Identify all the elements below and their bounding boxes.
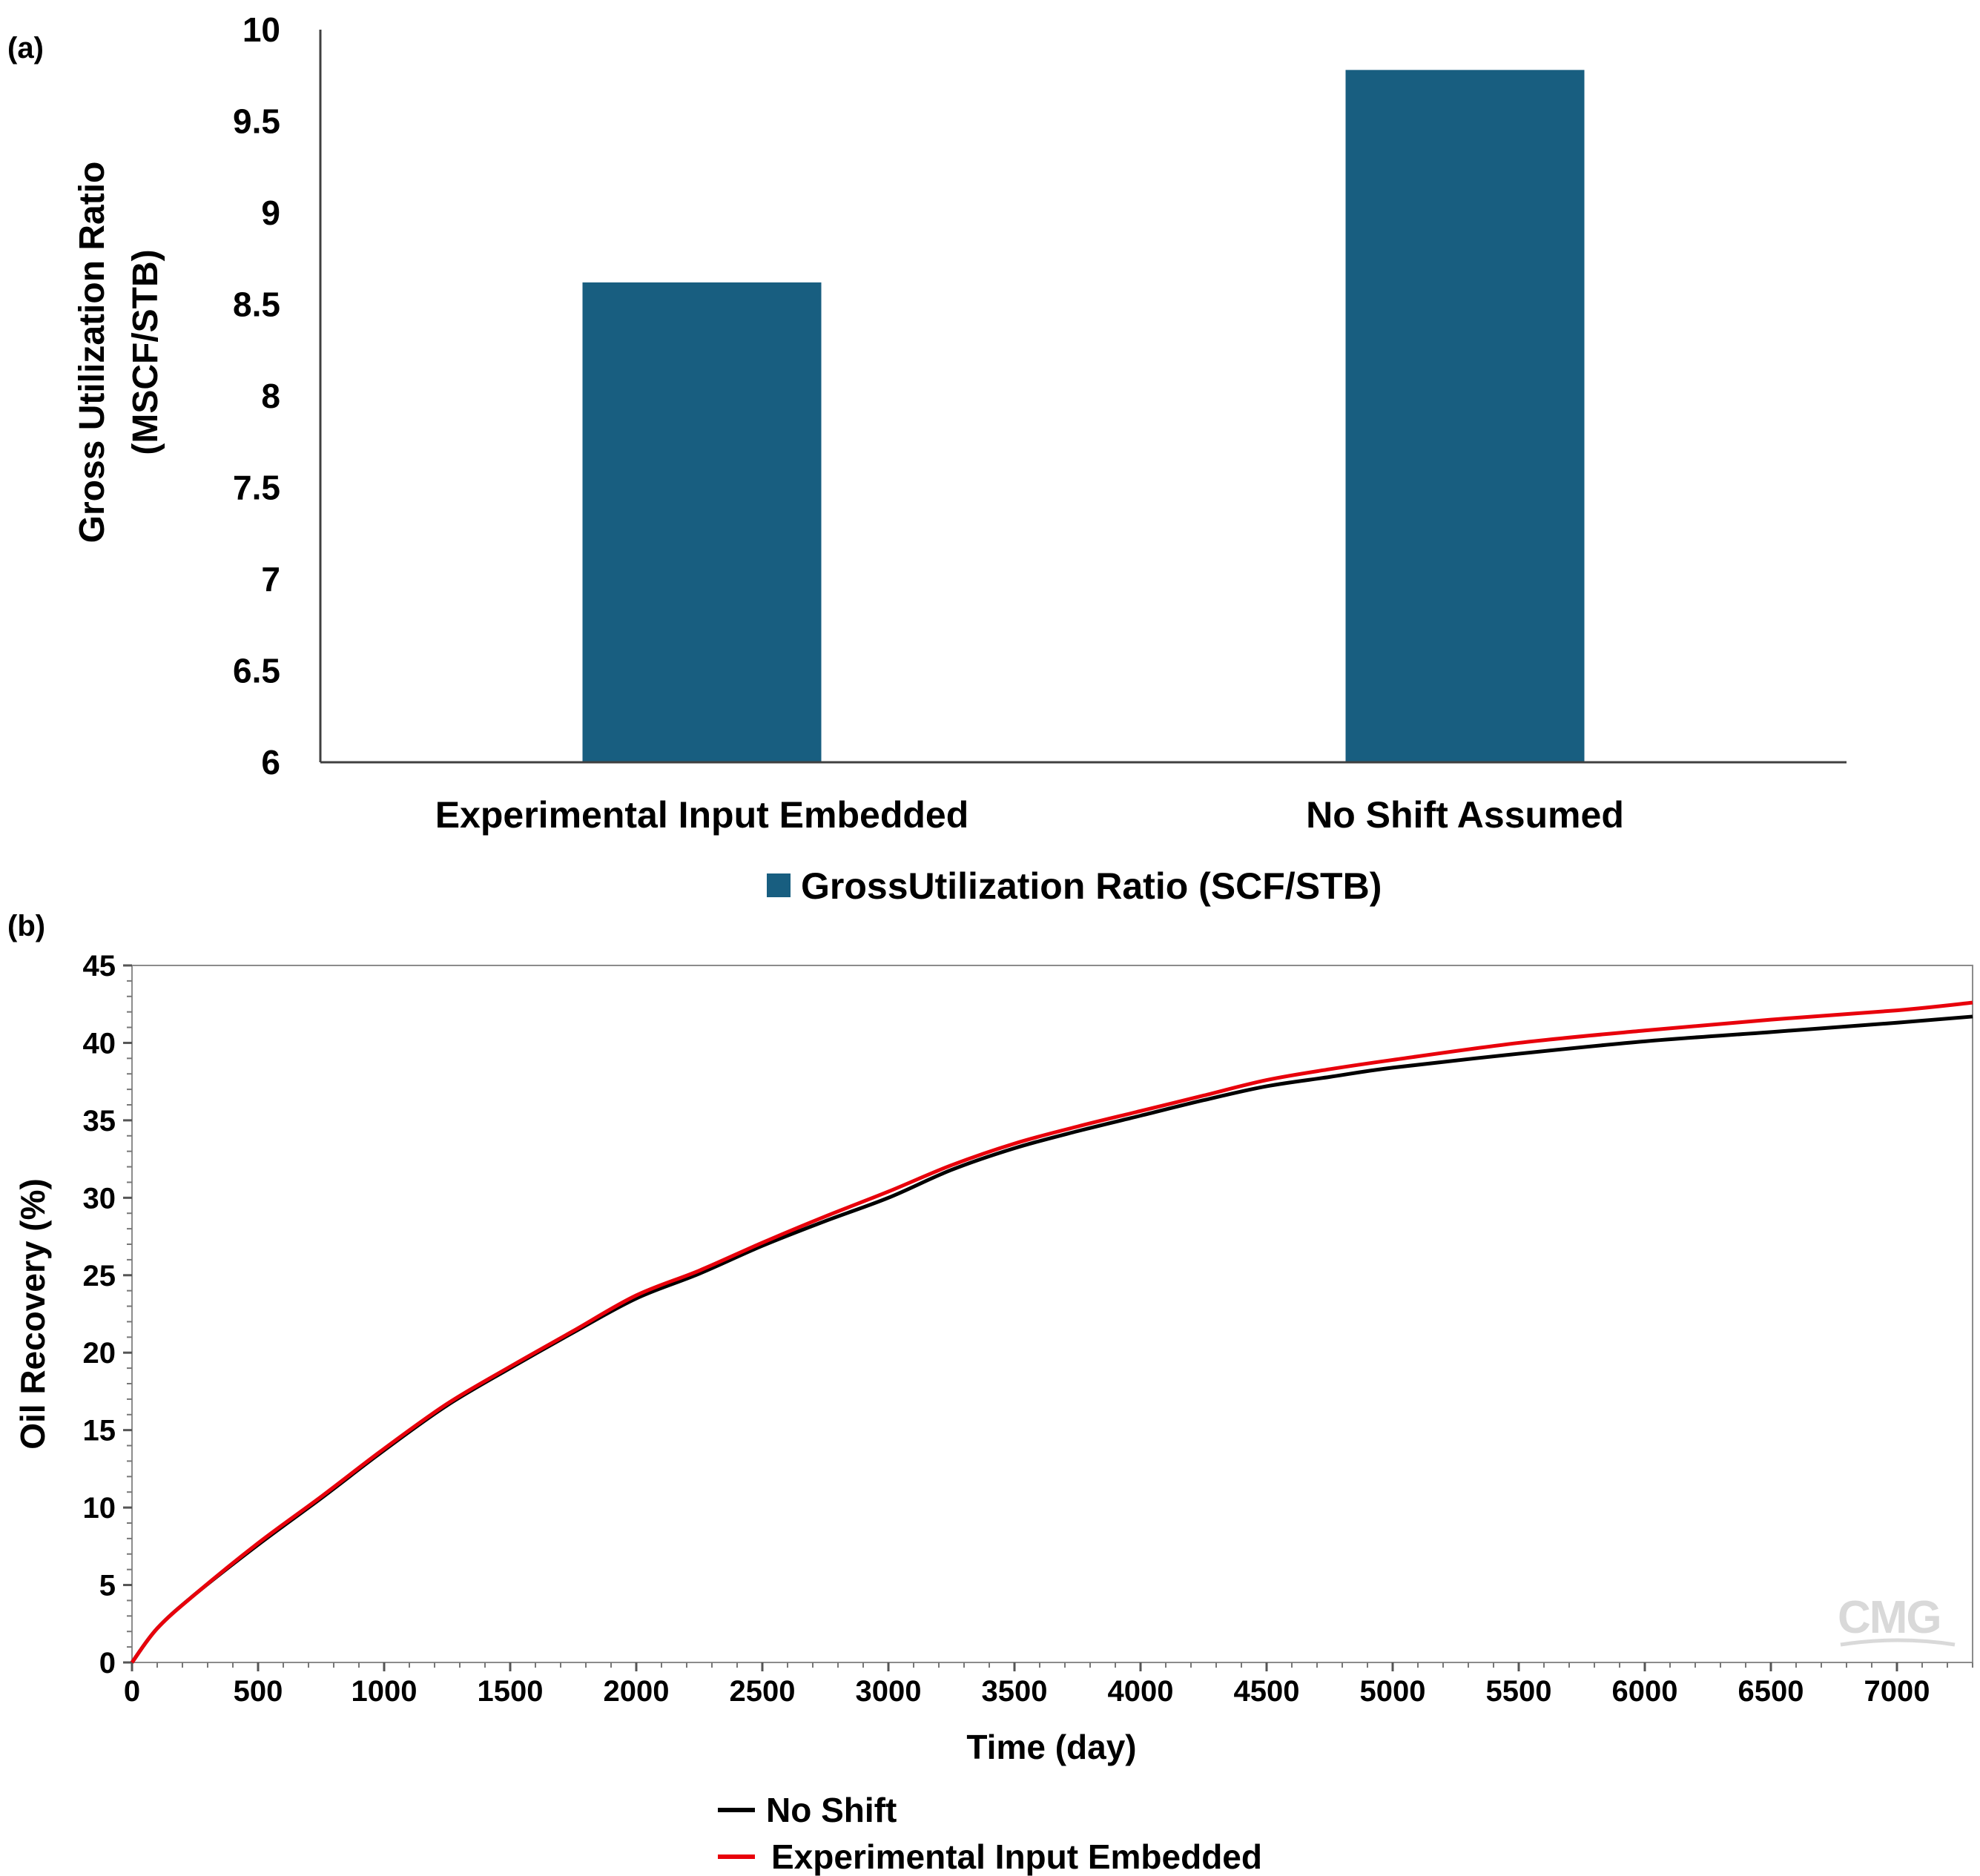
panel-b-y-tick-label: 30 (83, 1182, 116, 1215)
panel-b-y-tick-label: 35 (83, 1105, 116, 1137)
panel-b-x-tick-label: 0 (124, 1675, 140, 1708)
panel-b-y-tick-label: 20 (83, 1337, 116, 1370)
panel-a-bar (582, 282, 822, 762)
panel-a-category-label: No Shift Assumed (1306, 794, 1624, 836)
panel-a-bar-chart: (a) 6 6.5 7 7.5 8 8.5 9 9.5 10 Experimental Inpu… (7, 10, 1847, 907)
panel-b-line-chart: (b) 0 5 10 15 20 25 30 35 40 45 0 500 1000 1500 2000 2… (7, 910, 1973, 1876)
panel-b-y-ticks: 0 5 10 15 20 25 30 35 40 45 (83, 950, 132, 1680)
panel-b-y-tick-label: 0 (99, 1647, 116, 1680)
panel-b-x-tick-label: 2000 (604, 1675, 670, 1708)
panel-a-y-tick-label: 10 (242, 10, 280, 49)
panel-b-plot-frame (131, 965, 1973, 1663)
panel-b-x-tick-label: 6500 (1738, 1675, 1804, 1708)
panel-a-legend: GrossUtilization Ratio (SCF/STB) (767, 865, 1382, 907)
panel-b-x-tick-label: 6000 (1612, 1675, 1678, 1708)
panel-a-y-ticks: 6 6.5 7 7.5 8 8.5 9 9.5 10 (233, 10, 280, 782)
cmg-watermark-swoosh (1840, 1638, 1956, 1647)
panel-b-minor-ticks (127, 980, 1973, 1668)
cmg-watermark: CMG (1838, 1592, 1941, 1643)
panel-b-y-tick-label: 45 (83, 950, 116, 982)
panel-a-y-tick-label: 7 (261, 560, 280, 598)
panel-a-y-tick-label: 6 (261, 743, 280, 782)
panel-a-y-tick-label: 9.5 (233, 102, 280, 141)
panel-b-x-axis-title: Time (day) (966, 1728, 1136, 1766)
panel-b-y-tick-label: 10 (83, 1492, 116, 1525)
series-line-experimental-input-embedded (130, 1000, 1973, 1664)
panel-b-x-tick-label: 3000 (856, 1675, 922, 1708)
panel-a-label: (a) (7, 32, 44, 65)
panel-b-x-tick-label: 2500 (730, 1675, 796, 1708)
panel-a-y-tick-label: 8.5 (233, 285, 280, 324)
panel-a-category-labels: Experimental Input Embedded No Shift Assu… (435, 794, 1624, 836)
panel-b-x-tick-label: 5500 (1486, 1675, 1552, 1708)
panel-a-y-tick-label: 8 (261, 377, 280, 415)
panel-a-bar (1345, 70, 1585, 763)
panel-b-x-tick-label: 1500 (478, 1675, 544, 1708)
panel-b-y-tick-label: 40 (83, 1027, 116, 1060)
panel-a-y-axis-title-line2: (MSCF/STB) (126, 249, 165, 455)
panel-b-x-tick-label: 1000 (352, 1675, 418, 1708)
panel-a-y-tick-label: 6.5 (233, 652, 280, 690)
panel-b-x-tick-label: 4500 (1234, 1675, 1300, 1708)
panel-b-x-tick-label: 500 (234, 1675, 283, 1708)
panel-a-bars (582, 70, 1585, 763)
panel-b-y-tick-label: 25 (83, 1260, 116, 1292)
panel-b-x-tick-label: 3500 (982, 1675, 1048, 1708)
panel-b-y-tick-label: 15 (83, 1415, 116, 1447)
panel-a-legend-label: GrossUtilization Ratio (SCF/STB) (801, 865, 1382, 907)
series-line-no-shift (130, 1014, 1973, 1664)
panel-b-x-tick-label: 7000 (1864, 1675, 1930, 1708)
legend-label-experimental-input-embedded: Experimental Input Embedded (771, 1837, 1262, 1876)
panel-b-x-tick-label: 5000 (1360, 1675, 1426, 1708)
panel-b-legend: No Shift Experimental Input Embedded (718, 1791, 1262, 1876)
panel-a-category-label: Experimental Input Embedded (435, 794, 969, 836)
panel-a-y-tick-label: 9 (261, 194, 280, 232)
legend-label-no-shift: No Shift (766, 1791, 897, 1829)
panel-b-y-tick-label: 5 (99, 1570, 116, 1602)
panel-b-y-axis-title: Oil Recovery (%) (13, 1178, 52, 1450)
panel-b-x-ticks: 0 500 1000 1500 2000 2500 3000 3500 4000 4500 5000… (124, 1662, 1930, 1708)
panel-a-y-axis-title-line1: Gross Utilization Ratio (73, 162, 112, 544)
panel-b-series-lines (130, 1000, 1973, 1664)
panel-b-x-tick-label: 4000 (1108, 1675, 1174, 1708)
panel-a-legend-swatch (767, 873, 791, 897)
panel-b-label: (b) (7, 910, 45, 942)
panel-a-y-tick-label: 7.5 (233, 469, 280, 507)
